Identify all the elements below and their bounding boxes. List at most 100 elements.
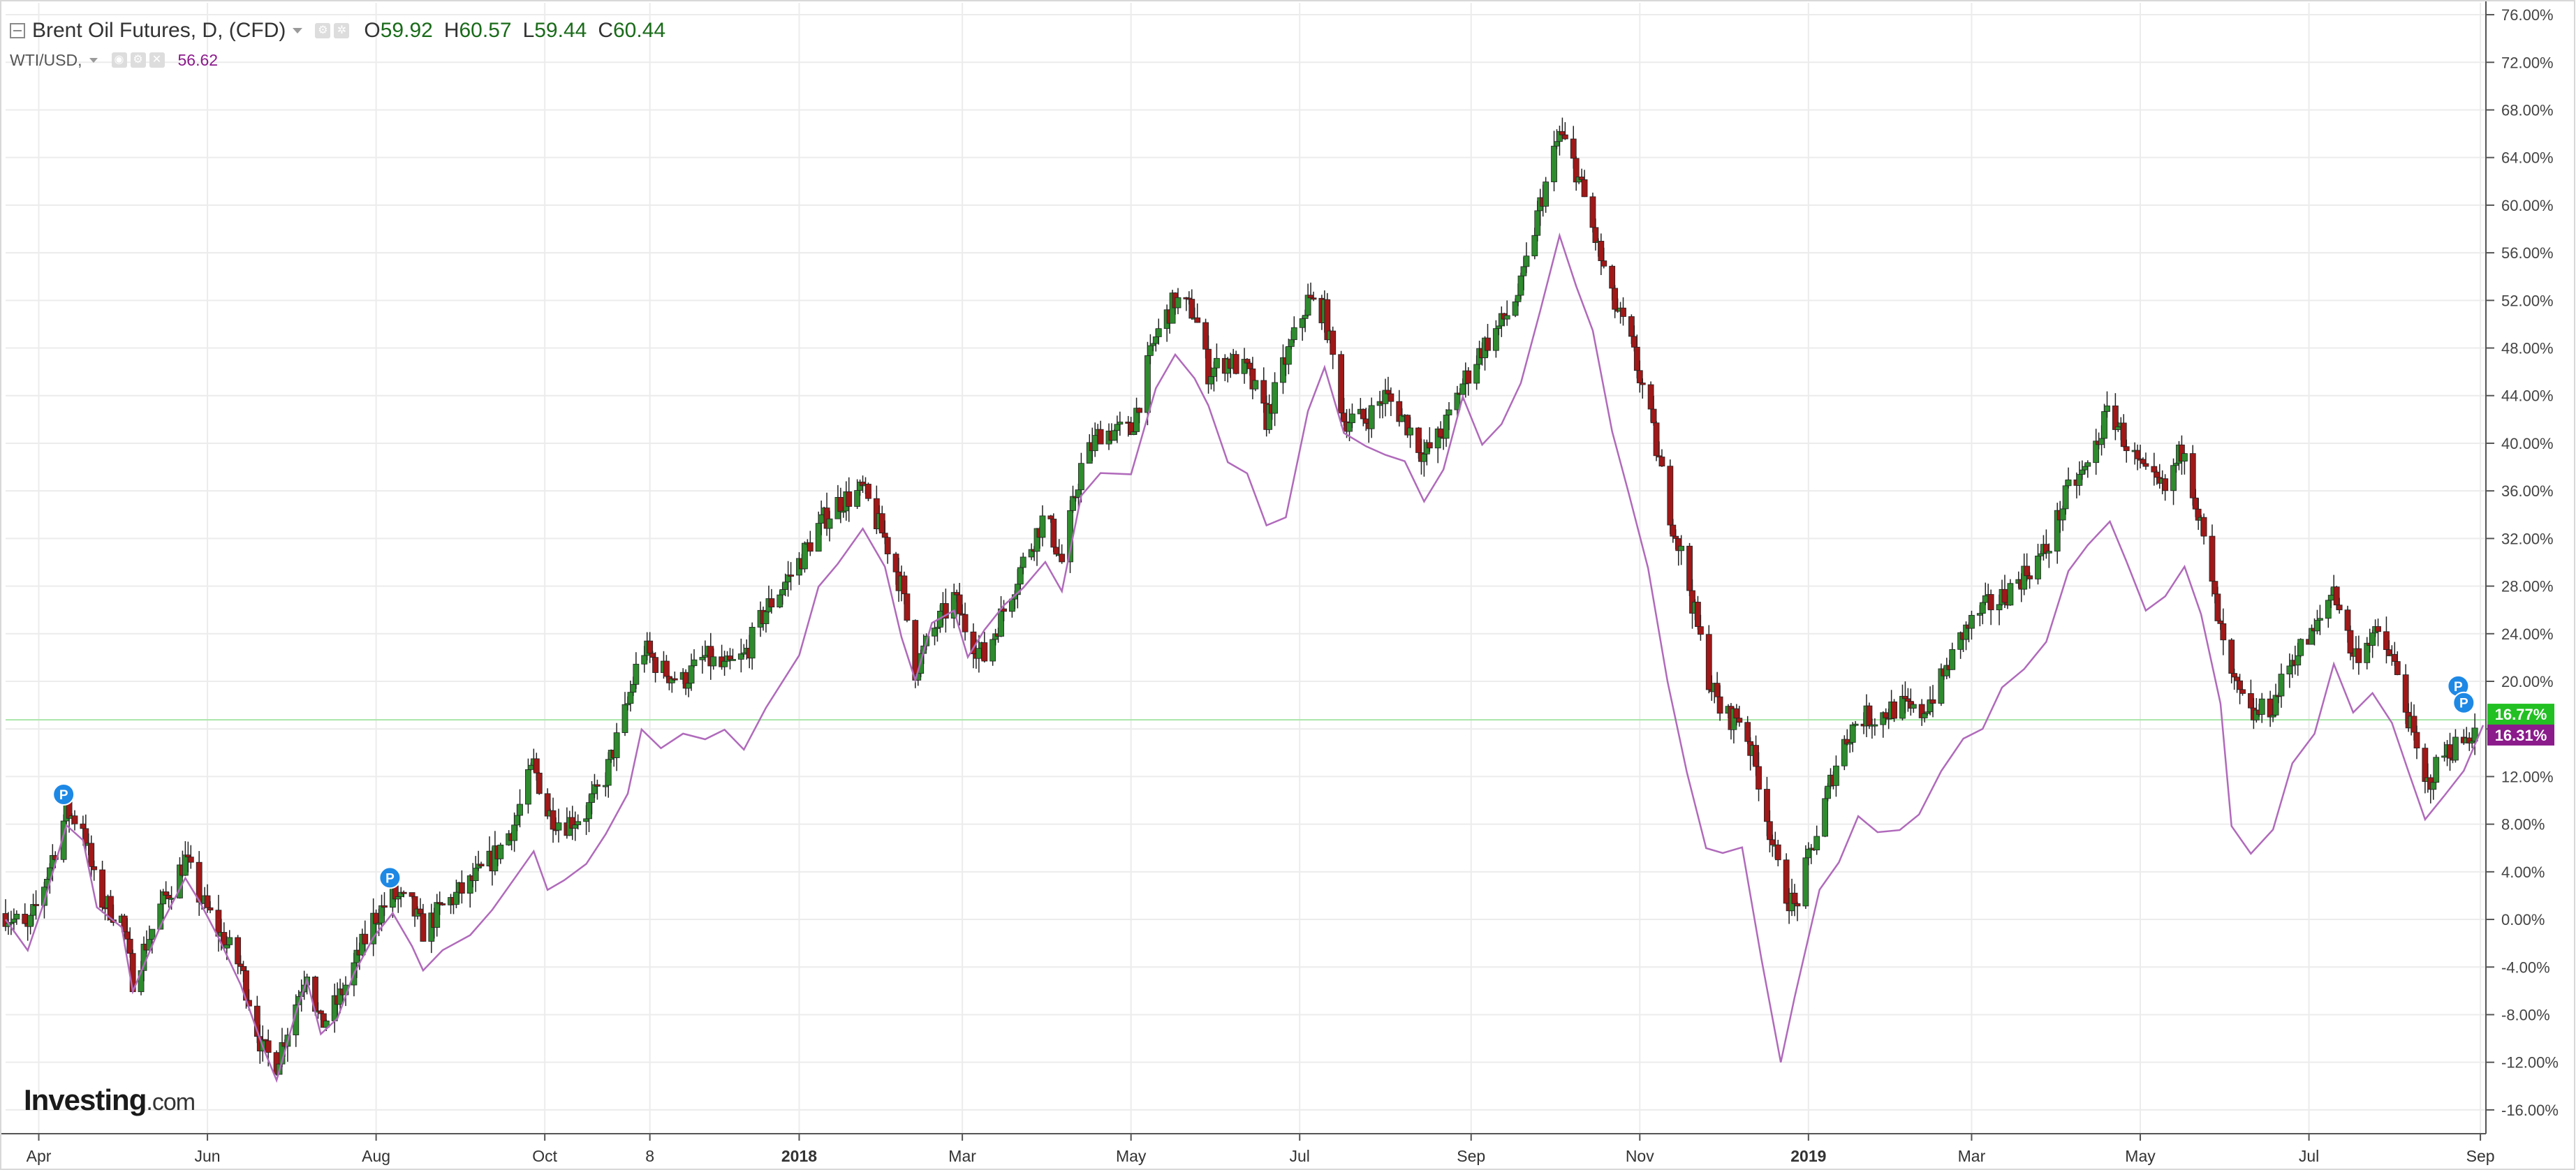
brent-candles[interactable] bbox=[2, 117, 2478, 1076]
candle-body bbox=[2402, 674, 2409, 713]
x-tick-label: Aug bbox=[362, 1147, 390, 1165]
candle-body bbox=[1733, 708, 1740, 719]
candle-body bbox=[1368, 405, 1375, 429]
candle-body bbox=[2267, 698, 2274, 718]
candle-body bbox=[1612, 288, 1619, 310]
candle-body bbox=[1307, 295, 1314, 299]
chevron-down-icon[interactable] bbox=[89, 57, 98, 63]
candle-body bbox=[1592, 227, 1599, 243]
candle-body bbox=[1131, 431, 1138, 436]
y-tick-label: -4.00% bbox=[2501, 958, 2550, 976]
candle-body bbox=[749, 627, 756, 659]
candle-body bbox=[1976, 613, 1983, 616]
candle-body bbox=[550, 810, 557, 830]
candle-body bbox=[318, 1010, 324, 1014]
y-tick-label: 20.00% bbox=[2501, 673, 2554, 690]
candle-body bbox=[1285, 346, 1292, 365]
candle-body bbox=[439, 903, 446, 905]
candle-body bbox=[1805, 848, 1812, 859]
candle-body bbox=[2394, 661, 2401, 675]
candle-body bbox=[400, 891, 407, 894]
open-label: O bbox=[364, 19, 381, 42]
main-series-legend: Brent Oil Futures, D, (CFD) ⚙ ✲ O 59.92 H… bbox=[10, 15, 665, 46]
candle-body bbox=[2430, 782, 2437, 790]
candle-body bbox=[2364, 642, 2371, 663]
settings-icon[interactable]: ⚙ bbox=[130, 52, 146, 68]
settings-icon[interactable]: ⚙ bbox=[315, 23, 331, 38]
candle-body bbox=[1437, 428, 1444, 438]
gear-icon[interactable]: ✲ bbox=[334, 23, 350, 38]
candle-body bbox=[2452, 736, 2459, 761]
candle-body bbox=[1341, 413, 1347, 422]
candle-body bbox=[2228, 639, 2235, 674]
candle-body bbox=[2269, 714, 2276, 718]
candle-body bbox=[1445, 409, 1452, 415]
candle-body bbox=[2231, 673, 2238, 678]
candle-body bbox=[826, 518, 833, 529]
candle-body bbox=[878, 513, 885, 534]
candle-body bbox=[362, 933, 369, 945]
candle-body bbox=[1097, 429, 1104, 445]
candle-body bbox=[124, 931, 131, 940]
candle-body bbox=[1290, 327, 1297, 341]
close-icon[interactable]: ✕ bbox=[149, 52, 165, 68]
candle-body bbox=[1833, 765, 1839, 786]
candle-body bbox=[652, 657, 658, 673]
candle-body bbox=[2045, 551, 2052, 554]
candle-body bbox=[323, 1021, 330, 1028]
candle-body bbox=[613, 732, 620, 758]
chevron-down-icon[interactable] bbox=[293, 28, 303, 34]
candle-body bbox=[777, 594, 783, 607]
candle-body bbox=[1117, 422, 1124, 425]
candle-body bbox=[1244, 359, 1251, 364]
main-series-title[interactable]: Brent Oil Futures, D, (CFD) bbox=[32, 19, 286, 42]
candle-body bbox=[1902, 695, 1908, 699]
candle-body bbox=[2422, 748, 2429, 782]
pin-label: P bbox=[59, 788, 68, 803]
candle-body bbox=[854, 490, 861, 507]
x-tick-label: Jul bbox=[2299, 1147, 2319, 1165]
candle-body bbox=[417, 908, 424, 914]
candle-body bbox=[1426, 442, 1433, 449]
y-tick-label: 72.00% bbox=[2501, 54, 2554, 71]
candle-body bbox=[621, 704, 628, 733]
candle-body bbox=[2038, 553, 2044, 556]
candle-body bbox=[182, 854, 189, 876]
candle-body bbox=[1059, 554, 1066, 563]
candle-body bbox=[1813, 836, 1820, 850]
candle-body bbox=[586, 802, 592, 820]
candle-body bbox=[1288, 339, 1295, 347]
x-tick-label: Oct bbox=[532, 1147, 557, 1165]
candle-body bbox=[1039, 515, 1046, 538]
candle-body bbox=[533, 758, 540, 773]
candle-body bbox=[52, 854, 59, 860]
candle-body bbox=[126, 938, 133, 954]
y-tick-label: -16.00% bbox=[2501, 1102, 2559, 1119]
candle-body bbox=[2411, 716, 2417, 733]
candle-body bbox=[2375, 626, 2381, 632]
candle-body bbox=[99, 869, 105, 908]
candle-body bbox=[2154, 471, 2161, 478]
compare-series-title[interactable]: WTI/USD, bbox=[10, 50, 82, 69]
visibility-icon[interactable]: ◉ bbox=[111, 52, 127, 68]
candle-body bbox=[71, 815, 78, 824]
candle-body bbox=[453, 891, 459, 905]
candle-body bbox=[91, 866, 98, 871]
candle-body bbox=[2112, 405, 2119, 430]
collapse-legend-button[interactable] bbox=[10, 23, 25, 38]
high-value: 60.57 bbox=[459, 19, 512, 42]
candle-body bbox=[2181, 453, 2188, 462]
candle-body bbox=[2272, 695, 2279, 716]
y-tick-label: -8.00% bbox=[2501, 1006, 2550, 1023]
candle-body bbox=[33, 904, 39, 906]
candle-body bbox=[671, 678, 678, 681]
candle-body bbox=[2336, 605, 2343, 611]
candle-body bbox=[1152, 336, 1159, 344]
candle-body bbox=[2001, 588, 2008, 603]
y-tick-label: 60.00% bbox=[2501, 197, 2554, 214]
candle-body bbox=[1415, 427, 1422, 453]
wti-line[interactable] bbox=[4, 232, 2485, 1083]
candle-body bbox=[527, 764, 534, 770]
